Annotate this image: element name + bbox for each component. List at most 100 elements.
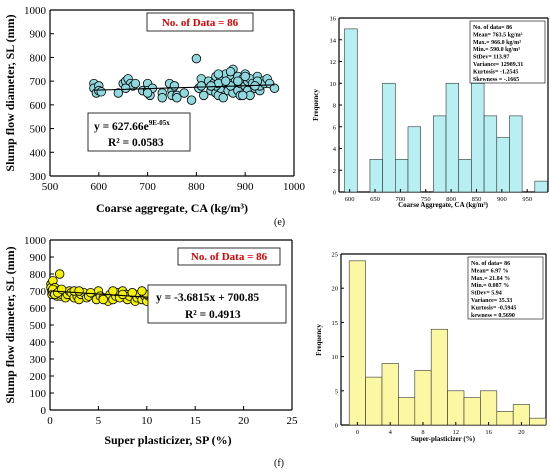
scatter-chart-coarse-aggregate: 300 400 500 600 700 800 900 1000 500 600 700 800 90… <box>3 5 306 215</box>
y-tick-label: 6 <box>333 124 337 131</box>
y-tick-label: 700 <box>30 76 47 88</box>
data-point <box>225 66 236 77</box>
histogram-bar <box>471 82 485 193</box>
regression-equation: y = -3.6815x + 700.85 <box>156 292 259 304</box>
histogram-bar <box>381 363 399 426</box>
data-point <box>120 83 131 93</box>
stats-line: StDev= 5.94 <box>471 291 502 297</box>
data-point <box>96 87 106 97</box>
y-tick-label: 500 <box>30 124 47 136</box>
y-tick-label: 8 <box>333 103 336 110</box>
y-axis-label: Frequency <box>312 89 320 121</box>
stats-line: Min.= 590.0 kg/m³ <box>473 47 520 53</box>
y-tick-labels: 0 2 4 6 8 10 12 14 16 <box>330 16 342 197</box>
x-tick-labels: 0 4 8 12 16 20 <box>356 422 525 436</box>
histogram-bar <box>365 376 383 426</box>
x-tick-label: 600 <box>345 196 355 203</box>
data-point <box>108 286 118 296</box>
x-tick-label: 16 <box>485 429 492 436</box>
r-squared-label: R² = 0.4913 <box>185 309 241 321</box>
stats-line: Kurtosis= -1.2545 <box>473 69 518 75</box>
data-point <box>113 88 124 98</box>
histogram-bar <box>496 137 510 193</box>
y-tick-label: 1000 <box>24 5 47 17</box>
histogram-coarse-aggregate: 0 2 4 6 8 10 12 14 16 600 650 700 750 800 850 900 950 N… <box>312 16 549 209</box>
histogram-bar <box>445 82 460 193</box>
data-point <box>218 93 228 103</box>
x-tick-label: 600 <box>91 181 108 193</box>
histogram-bar <box>433 115 447 193</box>
histogram-bar <box>534 180 548 193</box>
stats-box <box>467 256 544 320</box>
histogram-bars <box>348 260 547 426</box>
stats-line: Max.= 21.84 % <box>471 276 510 282</box>
stats-line: Skewness = -.1665 <box>473 77 519 83</box>
x-tick-labels: 500 600 700 800 900 1000 <box>42 172 306 193</box>
x-tick-label: 5 <box>96 415 102 427</box>
histogram-bar <box>398 397 416 426</box>
data-point <box>157 93 167 103</box>
stats-line: StDev= 113.97 <box>473 55 509 61</box>
x-tick-label: 0 <box>47 415 53 427</box>
equation-box <box>147 284 287 324</box>
data-count-label: No. of Data = 86 <box>162 17 239 29</box>
data-point <box>169 81 180 91</box>
data-count-box <box>146 12 254 32</box>
stats-line: Max.= 966.0 kg/m³ <box>473 40 521 46</box>
y-tick-label: 4 <box>333 146 337 153</box>
data-point <box>117 289 128 300</box>
y-tick-labels: 0 100 200 300 400 500 600 700 800 900 1000 <box>24 235 54 417</box>
y-tick-label: 800 <box>30 269 47 281</box>
data-point <box>142 88 153 98</box>
stats-line: Variance= 35.33 <box>471 298 512 304</box>
y-tick-label: 100 <box>30 388 47 400</box>
x-tick-label: 900 <box>497 196 507 203</box>
stats-line: kewness = 0.5690 <box>471 313 515 319</box>
y-tick-label: 200 <box>30 371 47 383</box>
x-tick-label: 0 <box>356 429 359 436</box>
y-tick-label: 900 <box>30 29 47 41</box>
y-tick-label: 900 <box>30 252 47 264</box>
y-tick-label: 400 <box>30 147 47 159</box>
data-count-box <box>177 247 281 266</box>
y-tick-label: 400 <box>30 337 47 349</box>
x-tick-label: 700 <box>396 196 406 203</box>
y-tick-label: 300 <box>30 171 47 183</box>
y-tick-label: 10 <box>332 354 339 361</box>
y-tick-label: 14 <box>330 37 337 44</box>
scatter-chart-super-plasticizer: 0 100 200 300 400 500 600 700 800 900 1000 0 5 10 15 2… <box>3 235 298 447</box>
histogram-bar <box>447 390 465 426</box>
x-tick-labels: 0 5 10 15 20 25 <box>47 406 298 427</box>
y-tick-label: 2 <box>333 168 336 175</box>
x-tick-label: 12 <box>453 429 460 436</box>
histogram-bar <box>512 404 530 426</box>
x-axis-label: Coarse aggregate, CA (kg/m³) <box>96 201 248 215</box>
histogram-bar <box>395 159 409 193</box>
y-axis-label: Slump flow diameter, SL (mm) <box>3 246 17 403</box>
panel-label-f: (f) <box>274 458 284 469</box>
data-point <box>191 53 202 64</box>
x-tick-label: 25 <box>287 415 299 427</box>
y-tick-label: 15 <box>332 320 339 327</box>
histogram-bar <box>414 369 432 426</box>
stats-line: Min.= 0.087 % <box>471 283 509 289</box>
x-tick-label: 850 <box>472 196 482 203</box>
histogram-bar <box>463 397 481 426</box>
y-axis-label: Slump flow diameter, SL (mm) <box>3 14 17 171</box>
x-tick-label: 800 <box>188 181 205 193</box>
x-tick-label: 10 <box>141 415 153 427</box>
x-tick-label: 20 <box>238 415 250 427</box>
data-count-label: No. of Data = 86 <box>191 251 268 263</box>
data-point <box>199 90 209 101</box>
x-axis-label: Super-plasticizer (%) <box>411 435 476 443</box>
equation-box <box>87 112 191 152</box>
histogram-bar <box>458 159 472 193</box>
stats-line: No. of data= 86 <box>473 25 512 31</box>
y-tick-label: 1000 <box>24 235 47 247</box>
data-point <box>74 286 84 296</box>
data-point <box>238 90 248 101</box>
data-point <box>85 288 96 298</box>
x-tick-label: 950 <box>522 196 532 203</box>
x-tick-label: 15 <box>190 415 202 427</box>
